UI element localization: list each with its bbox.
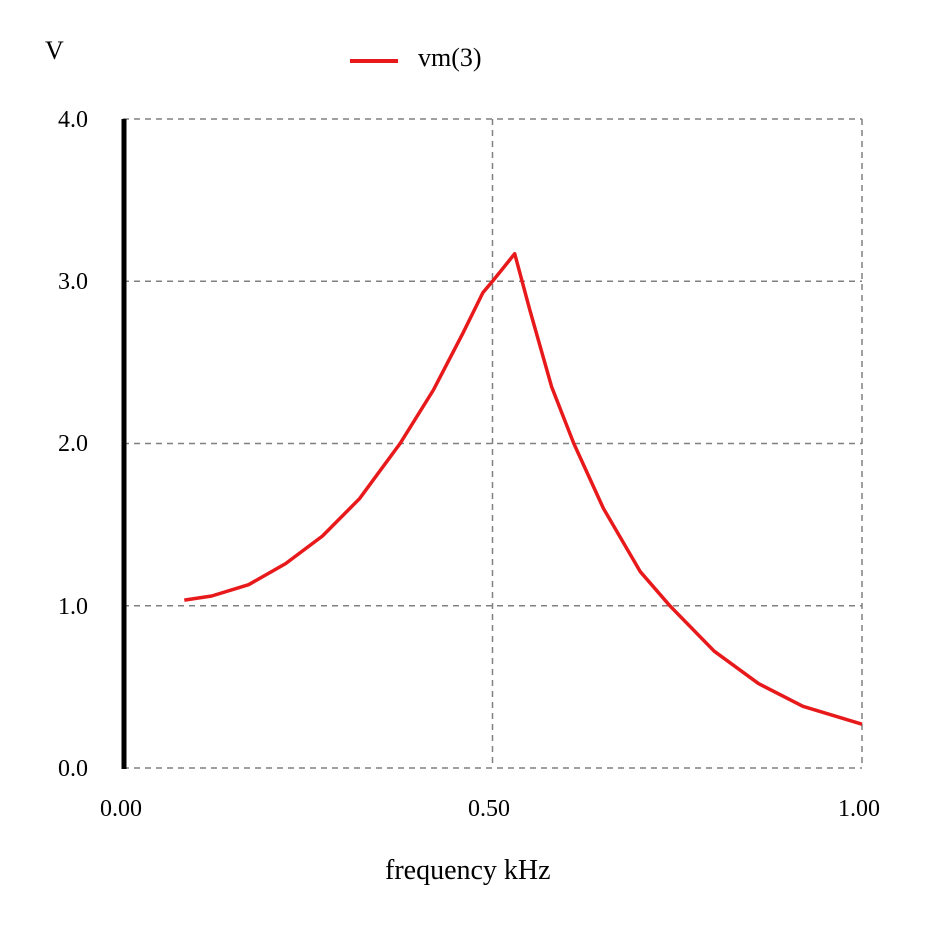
x-tick-label: 0.50 [468,796,510,822]
series-line-vm3 [184,251,863,726]
y-tick-label: 2.0 [58,431,88,457]
y-axis-label: V [45,36,64,65]
x-tick-label: 1.00 [838,796,880,822]
x-tick-label: 0.00 [100,796,142,822]
y-tick-label: 0.0 [58,756,88,782]
legend-label: vm(3) [418,43,482,72]
y-tick-label: 3.0 [58,269,88,295]
grid-lines [123,118,863,769]
x-axis-label: frequency kHz [385,855,551,886]
y-tick-label: 1.0 [58,594,88,620]
y-tick-label: 4.0 [58,107,88,133]
